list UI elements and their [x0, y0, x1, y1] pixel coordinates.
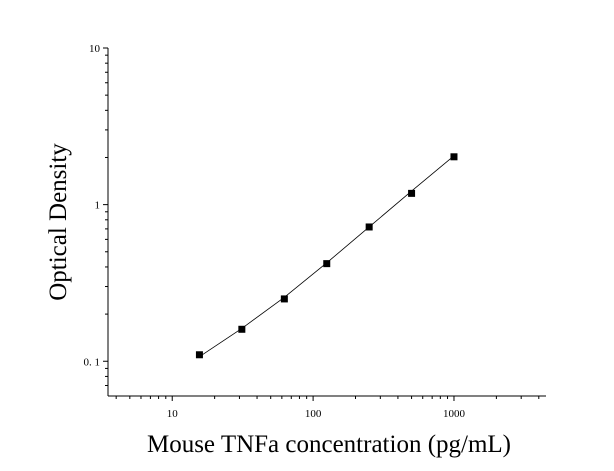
- x-tick-label: 100: [305, 408, 322, 420]
- x-ticks: 10 100 1000: [115, 396, 540, 420]
- y-tick-label: 10: [89, 43, 101, 55]
- x-tick-label: 1000: [443, 408, 466, 420]
- data-point: [238, 325, 246, 333]
- data-point: [450, 153, 458, 161]
- y-axis-title: Optical Density: [45, 143, 72, 301]
- fit-curve: [199, 155, 455, 357]
- data-point: [323, 260, 331, 268]
- data-point: [195, 351, 203, 359]
- x-axis-title: Mouse TNFa concentration (pg/mL): [147, 431, 511, 458]
- y-tick-label: 1: [95, 200, 101, 212]
- data-point: [408, 189, 416, 197]
- x-tick-label: 10: [167, 408, 179, 420]
- data-points: [195, 153, 458, 359]
- y-tick-label: 0. 1: [84, 356, 101, 368]
- fit-line: [199, 155, 455, 357]
- data-point: [365, 223, 373, 231]
- data-point: [280, 295, 288, 303]
- axes: [107, 48, 546, 397]
- y-ticks: 0. 1 1 10: [84, 43, 108, 387]
